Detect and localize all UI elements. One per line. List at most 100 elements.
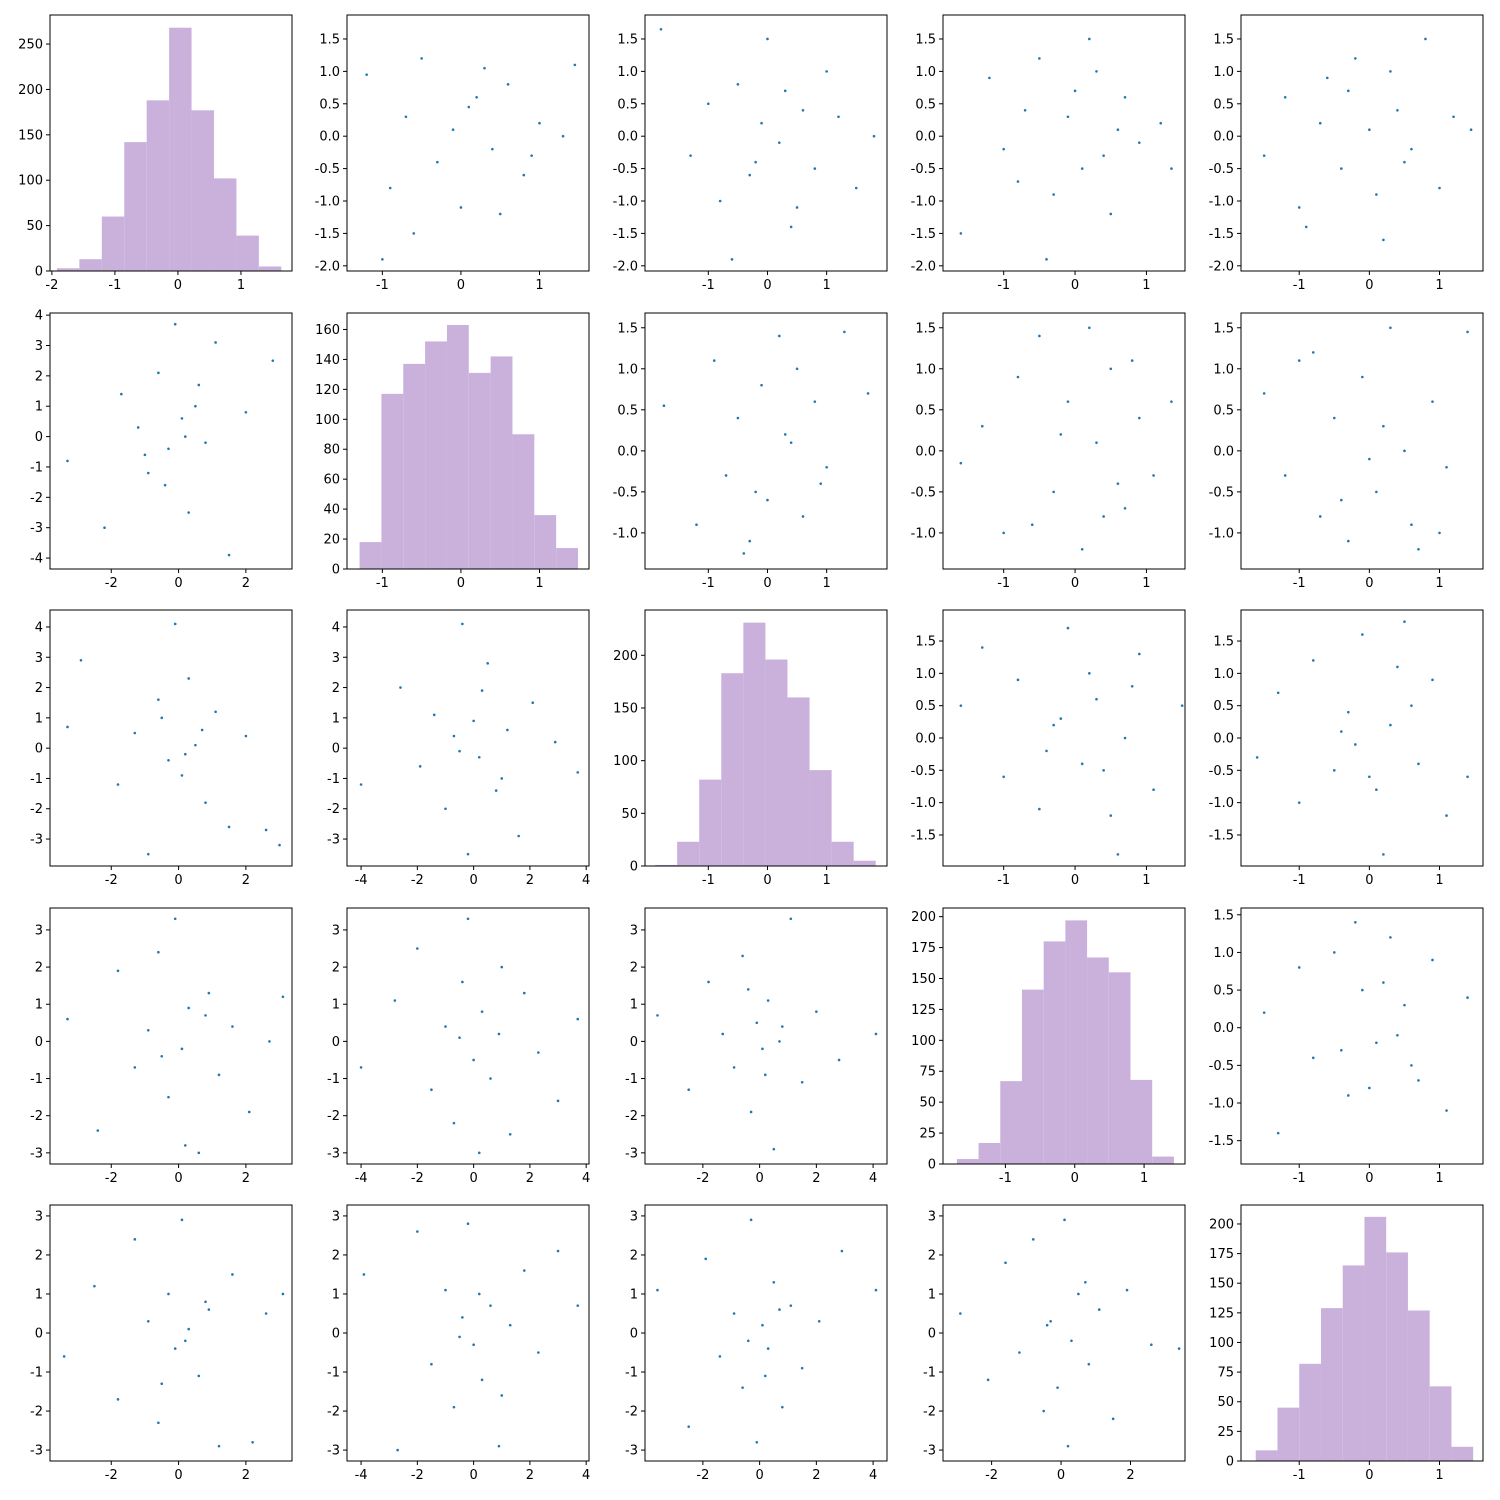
hist-bar — [468, 372, 491, 569]
y-tick-label: 160 — [315, 323, 340, 338]
subplot: -1 0 1 -2.0 -1.5 -1.0 -0.5 0.0 0.5 1.0 1.5 — [911, 14, 1186, 293]
point — [721, 1032, 725, 1036]
point — [1445, 814, 1448, 817]
point — [1466, 996, 1469, 999]
hist-bar — [1108, 972, 1131, 1164]
y-tick-label: 4 — [35, 620, 43, 635]
point — [840, 1249, 844, 1253]
point — [1276, 691, 1280, 695]
point — [781, 1405, 784, 1409]
point — [506, 83, 510, 86]
point — [704, 1257, 708, 1261]
y-tick-label: 200 — [613, 649, 638, 664]
point — [466, 917, 470, 921]
point — [817, 1319, 821, 1323]
point — [1438, 531, 1441, 535]
y-tick-label: -2.0 — [1209, 259, 1234, 274]
point — [1087, 1362, 1091, 1366]
point — [1297, 206, 1301, 209]
point — [136, 426, 140, 429]
y-tick-label: -1 — [327, 1072, 340, 1087]
point — [404, 115, 408, 119]
hist-bar — [956, 1159, 979, 1164]
x-tick-label: 0 — [1057, 1468, 1065, 1483]
x-tick-label: 0 — [763, 278, 771, 293]
point — [1116, 128, 1120, 132]
point — [430, 1362, 433, 1366]
x-tick-label: 1 — [823, 278, 831, 293]
point — [724, 474, 728, 477]
point — [537, 1351, 540, 1354]
point — [1389, 936, 1392, 939]
point — [1332, 769, 1336, 772]
point — [436, 160, 439, 164]
x-tick-label: -1 — [1293, 576, 1306, 591]
y-tick-label: 3 — [35, 339, 43, 354]
point — [1340, 1049, 1343, 1052]
y-tick-label: -1.0 — [315, 195, 340, 210]
point — [96, 1129, 100, 1132]
point — [180, 417, 184, 420]
point — [556, 1099, 560, 1103]
y-tick-label: -3 — [625, 1146, 638, 1161]
x-tick-label: -1 — [1293, 1171, 1306, 1186]
y-tick-label: 1 — [332, 1287, 340, 1302]
point — [1445, 1109, 1448, 1112]
point — [825, 465, 828, 469]
point — [480, 689, 484, 692]
hist-bar — [556, 548, 578, 569]
x-tick-label: -4 — [355, 1171, 368, 1186]
y-tick-label: 0.0 — [1213, 130, 1234, 145]
point — [689, 154, 692, 157]
point — [746, 1339, 750, 1343]
x-tick-label: 1 — [1435, 1468, 1443, 1483]
point — [1431, 400, 1434, 403]
point — [458, 1335, 461, 1339]
y-tick-label: -2 — [327, 1405, 340, 1420]
point — [988, 76, 991, 80]
y-tick-label: 1.5 — [915, 321, 936, 336]
y-tick-label: -2 — [30, 802, 43, 817]
point — [778, 1308, 781, 1311]
point — [766, 498, 769, 502]
y-tick-label: 0 — [35, 265, 43, 280]
y-tick-label: 1.5 — [1213, 321, 1234, 336]
y-tick-label: 50 — [26, 219, 43, 234]
point — [66, 725, 69, 729]
point — [959, 461, 963, 465]
y-tick-label: 0.5 — [915, 403, 936, 418]
y-tick-label: -3 — [327, 1146, 340, 1161]
y-tick-label: 0 — [630, 860, 638, 875]
x-tick-label: -2 — [105, 1468, 118, 1483]
point — [1066, 115, 1070, 119]
hist-bar — [403, 363, 426, 569]
y-tick-label: 1.5 — [915, 635, 936, 650]
point — [1116, 482, 1120, 485]
y-tick-label: 0 — [630, 1327, 638, 1342]
y-tick-label: -0.5 — [911, 162, 936, 177]
point — [180, 1218, 184, 1222]
point — [480, 1378, 484, 1382]
y-tick-label: 1.5 — [319, 32, 340, 47]
point — [801, 515, 805, 518]
subplot: -1 0 1 -1.0 -0.5 0.0 0.5 1.0 1.5 — [613, 312, 888, 591]
point — [483, 66, 486, 70]
point — [1361, 375, 1364, 379]
y-tick-label: 1.0 — [915, 362, 936, 377]
point — [271, 359, 275, 362]
y-tick-label: 1.0 — [617, 65, 638, 80]
point — [1052, 723, 1055, 727]
point — [1382, 853, 1385, 856]
point — [718, 1355, 722, 1358]
axes-frame — [1240, 312, 1484, 570]
point — [200, 728, 204, 732]
y-tick-label: -2.0 — [315, 259, 340, 274]
y-tick-label: 100 — [18, 174, 43, 189]
point — [766, 37, 769, 41]
point — [1063, 1218, 1066, 1222]
point — [1466, 330, 1469, 334]
y-tick-label: -1.5 — [911, 828, 936, 843]
y-tick-label: 1.0 — [1213, 65, 1234, 80]
point — [508, 1132, 512, 1136]
axes-frame — [1240, 907, 1484, 1165]
